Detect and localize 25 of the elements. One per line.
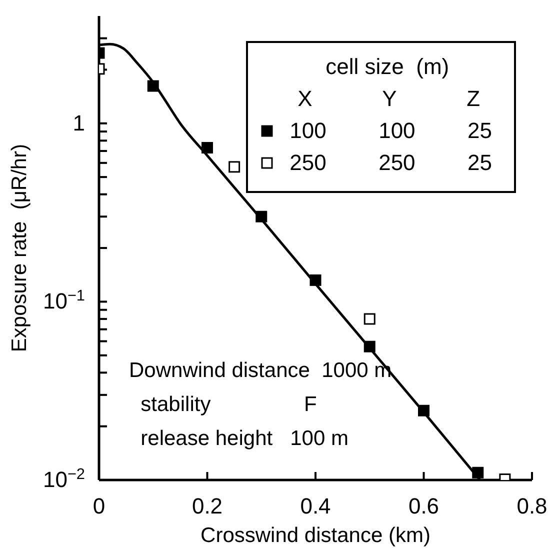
legend-title: cell size (m)	[324, 53, 450, 81]
point	[418, 404, 430, 416]
legend-label: 250 250 25	[290, 149, 492, 177]
point	[472, 466, 484, 478]
x-tick-label: 0.4	[300, 494, 331, 519]
point	[228, 161, 240, 173]
x-tick-label: 0.2	[192, 494, 223, 519]
point	[202, 142, 213, 154]
x-tick-label: 0.8	[516, 494, 548, 519]
point	[256, 210, 268, 222]
point	[310, 274, 322, 286]
annotation: release height 100 m	[140, 426, 350, 452]
y-tick-label: 10$^{−1}$	[42, 287, 85, 314]
point	[364, 340, 376, 352]
x-tick-label: 0.6	[408, 494, 440, 519]
legend-label: 100 100 25	[290, 117, 492, 145]
annotation: X Y Z	[296, 85, 482, 113]
x-axis-title: Crosswind distance (km)	[200, 524, 430, 547]
annotation: stability F	[140, 392, 318, 418]
point	[364, 313, 376, 325]
y-axis-title: Exposure rate (μR/hr)	[8, 144, 31, 352]
y-tick-label: 1	[72, 110, 85, 136]
x-tick-label: 0	[92, 494, 106, 519]
point	[147, 80, 159, 92]
y-tick-label: 10$^{−2}$	[42, 466, 85, 492]
